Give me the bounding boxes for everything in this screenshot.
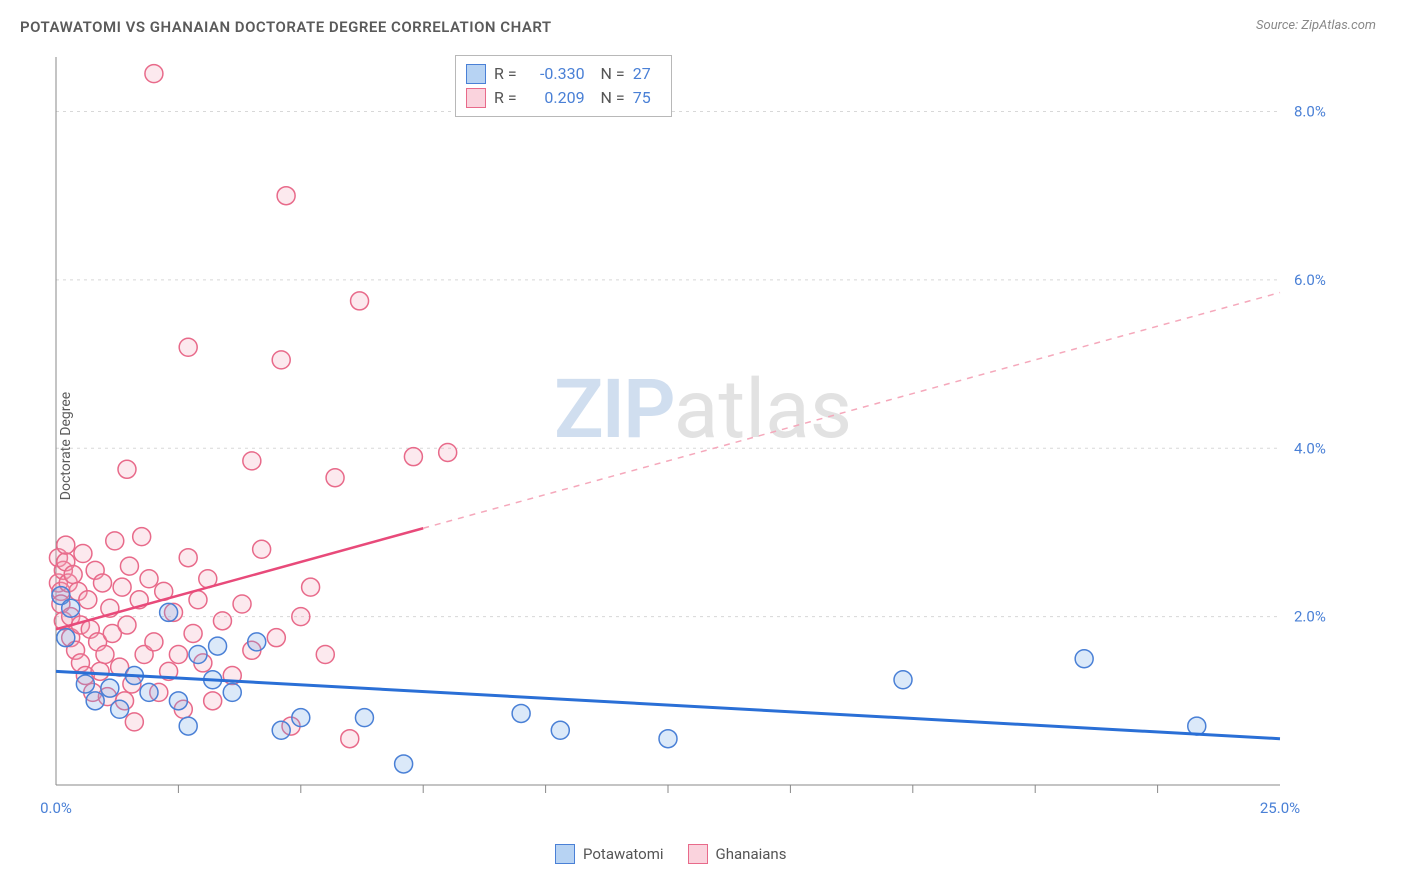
- data-point-ghanaian: [106, 532, 124, 550]
- data-point-ghanaian: [169, 646, 187, 664]
- data-point-ghanaian: [272, 351, 290, 369]
- x-min-label: 0.0%: [40, 799, 72, 817]
- n-label: N =: [593, 86, 625, 110]
- y-tick-label: 2.0%: [1294, 608, 1326, 626]
- swatch-blue-icon: [555, 844, 575, 864]
- correlation-legend: R = -0.330 N = 27 R = 0.209 N = 75: [455, 55, 672, 117]
- n-value-ghanaians: 75: [633, 86, 657, 110]
- data-point-ghanaian: [292, 608, 310, 626]
- data-point-potawatomi: [272, 721, 290, 739]
- r-value-ghanaians: 0.209: [525, 86, 585, 110]
- data-point-ghanaian: [91, 662, 109, 680]
- n-value-potawatomi: 27: [633, 62, 657, 86]
- data-point-ghanaian: [74, 544, 92, 562]
- legend-item-ghanaians: Ghanaians: [688, 844, 787, 864]
- source-label: Source: ZipAtlas.com: [1256, 18, 1376, 33]
- data-point-ghanaian: [118, 616, 136, 634]
- data-point-potawatomi: [179, 717, 197, 735]
- data-point-ghanaian: [243, 452, 261, 470]
- legend-label-potawatomi: Potawatomi: [583, 845, 664, 863]
- data-point-ghanaian: [96, 646, 114, 664]
- data-point-potawatomi: [140, 683, 158, 701]
- y-tick-label: 4.0%: [1294, 439, 1326, 457]
- trendline-ghanaian-dash: [423, 293, 1280, 529]
- data-point-ghanaian: [145, 65, 163, 83]
- n-label: N =: [593, 62, 625, 86]
- data-point-ghanaian: [439, 443, 457, 461]
- legend-item-potawatomi: Potawatomi: [555, 844, 664, 864]
- r-label: R =: [494, 62, 517, 86]
- legend-label-ghanaians: Ghanaians: [716, 845, 787, 863]
- data-point-ghanaian: [125, 713, 143, 731]
- legend-row-potawatomi: R = -0.330 N = 27: [466, 62, 657, 86]
- data-point-potawatomi: [551, 721, 569, 739]
- data-point-ghanaian: [189, 591, 207, 609]
- swatch-blue-icon: [466, 64, 486, 84]
- data-point-potawatomi: [209, 637, 227, 655]
- swatch-pink-icon: [466, 88, 486, 108]
- y-tick-label: 8.0%: [1294, 103, 1326, 121]
- data-point-ghanaian: [118, 460, 136, 478]
- data-point-potawatomi: [355, 709, 373, 727]
- data-point-potawatomi: [160, 603, 178, 621]
- data-point-ghanaian: [145, 633, 163, 651]
- data-point-potawatomi: [111, 700, 129, 718]
- swatch-pink-icon: [688, 844, 708, 864]
- data-point-ghanaian: [94, 574, 112, 592]
- r-value-potawatomi: -0.330: [525, 62, 585, 86]
- data-point-ghanaian: [316, 646, 334, 664]
- trendline-potawatomi: [56, 671, 1280, 738]
- x-max-label: 25.0%: [1260, 799, 1300, 817]
- data-point-ghanaian: [64, 566, 82, 584]
- data-point-potawatomi: [659, 730, 677, 748]
- data-point-ghanaian: [133, 528, 151, 546]
- data-point-ghanaian: [213, 612, 231, 630]
- data-point-ghanaian: [404, 448, 422, 466]
- data-point-potawatomi: [894, 671, 912, 689]
- data-point-ghanaian: [113, 578, 131, 596]
- data-point-ghanaian: [120, 557, 138, 575]
- data-point-ghanaian: [184, 624, 202, 642]
- data-point-ghanaian: [341, 730, 359, 748]
- y-tick-label: 6.0%: [1294, 271, 1326, 289]
- data-point-ghanaian: [179, 338, 197, 356]
- data-point-ghanaian: [267, 629, 285, 647]
- data-point-ghanaian: [179, 549, 197, 567]
- plot-svg: 2.0%4.0%6.0%8.0%0.0%25.0%: [50, 55, 1340, 815]
- data-point-potawatomi: [86, 692, 104, 710]
- chart-title: POTAWATOMI VS GHANAIAN DOCTORATE DEGREE …: [20, 18, 552, 36]
- data-point-potawatomi: [76, 675, 94, 693]
- data-point-ghanaian: [302, 578, 320, 596]
- data-point-potawatomi: [101, 679, 119, 697]
- data-point-ghanaian: [233, 595, 251, 613]
- data-point-ghanaian: [140, 570, 158, 588]
- series-legend: Potawatomi Ghanaians: [555, 844, 786, 864]
- data-point-ghanaian: [79, 591, 97, 609]
- data-point-ghanaian: [253, 540, 271, 558]
- data-point-potawatomi: [169, 692, 187, 710]
- legend-row-ghanaians: R = 0.209 N = 75: [466, 86, 657, 110]
- data-point-potawatomi: [62, 599, 80, 617]
- data-point-potawatomi: [512, 704, 530, 722]
- scatter-plot: 2.0%4.0%6.0%8.0%0.0%25.0%: [50, 55, 1340, 815]
- data-point-ghanaian: [351, 292, 369, 310]
- data-point-potawatomi: [223, 683, 241, 701]
- data-point-ghanaian: [204, 692, 222, 710]
- data-point-potawatomi: [395, 755, 413, 773]
- data-point-ghanaian: [277, 187, 295, 205]
- data-point-ghanaian: [326, 469, 344, 487]
- data-point-ghanaian: [57, 536, 75, 554]
- data-point-potawatomi: [292, 709, 310, 727]
- data-point-potawatomi: [57, 629, 75, 647]
- data-point-potawatomi: [1075, 650, 1093, 668]
- r-label: R =: [494, 86, 517, 110]
- data-point-potawatomi: [248, 633, 266, 651]
- data-point-potawatomi: [189, 646, 207, 664]
